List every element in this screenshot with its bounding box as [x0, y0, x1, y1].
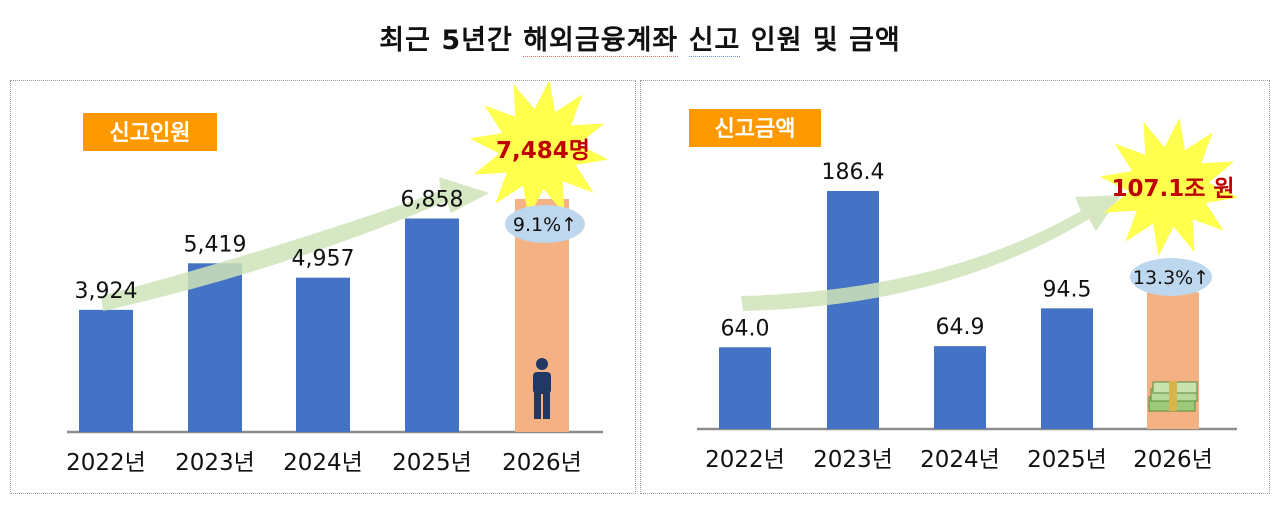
chart-canvas: 2022년 2023년 2024년 2025년 2026년 64.0 186.4 64.9 94… [689, 109, 1239, 473]
data-label: 5,419 [184, 232, 247, 257]
person-icon [533, 358, 551, 419]
highlight-burst [1099, 117, 1239, 257]
callout-value: 107.1조 원 [1111, 176, 1234, 202]
chart-canvas: 2022년 2023년 2024년 2025년 2026년 3,924 5,419 4,957… [66, 81, 609, 476]
chart-panel-left: 2022년 2023년 2024년 2025년 2026년 3,924 5,419 4,957… [10, 80, 636, 494]
money-stack-icon [1148, 381, 1198, 412]
title-part: 인원 및 금액 [740, 25, 901, 56]
x-tick-label: 2025년 [1027, 447, 1107, 473]
person-body [533, 372, 551, 394]
chart-badge: 신고금액 [689, 109, 821, 147]
bar [296, 277, 350, 432]
highlight-burst [469, 81, 609, 219]
x-tick-label: 2025년 [392, 450, 472, 476]
x-tick-label: 2024년 [920, 447, 1000, 473]
bar [934, 346, 986, 429]
bar [79, 309, 133, 432]
growth-pill [1130, 258, 1212, 296]
title-part: 최근 5년간 [379, 25, 524, 56]
growth-rate: 13.3%↑ [1133, 267, 1209, 289]
data-label: 64.9 [936, 315, 985, 340]
badge-label: 신고금액 [715, 117, 796, 142]
bar [188, 263, 242, 432]
title-part: 해외금융계좌 [523, 25, 679, 57]
bill-band [1169, 381, 1177, 411]
person-leg [534, 392, 541, 419]
data-label: 94.5 [1043, 277, 1092, 302]
chart-badge: 신고인원 [83, 113, 217, 151]
trend-arrow [741, 195, 1121, 311]
chart-panel-right: 2022년 2023년 2024년 2025년 2026년 64.0 186.4 64.9 94… [640, 80, 1270, 494]
bar [719, 347, 771, 429]
growth-rate: 9.1%↑ [513, 214, 577, 236]
x-tick-label: 2026년 [1133, 447, 1213, 473]
trend-arrow [101, 177, 489, 311]
title-part: 신고 [688, 25, 741, 57]
badge-background [83, 113, 217, 151]
x-tick-label: 2022년 [66, 450, 146, 476]
data-label: 3,924 [75, 279, 138, 304]
data-label: 4,957 [292, 247, 355, 272]
data-label: 186.4 [822, 160, 885, 185]
x-tick-label: 2022년 [705, 447, 785, 473]
x-tick-label: 2023년 [175, 450, 255, 476]
x-tick-label: 2026년 [502, 450, 582, 476]
page-title: 최근 5년간 해외금융계좌 신고 인원 및 금액 [0, 18, 1280, 57]
callout-value: 7,484명 [496, 138, 590, 164]
badge-label: 신고인원 [110, 121, 191, 146]
bar [1041, 308, 1093, 429]
x-tick-label: 2023년 [813, 447, 893, 473]
growth-pill [505, 205, 585, 243]
person-leg [543, 392, 550, 419]
data-label: 6,858 [401, 187, 464, 212]
person-head [536, 358, 548, 370]
bar [827, 191, 879, 429]
title-part [678, 25, 688, 56]
x-tick-label: 2024년 [283, 450, 363, 476]
badge-background [689, 109, 821, 147]
data-label: 64.0 [721, 316, 770, 341]
bar [405, 218, 459, 432]
